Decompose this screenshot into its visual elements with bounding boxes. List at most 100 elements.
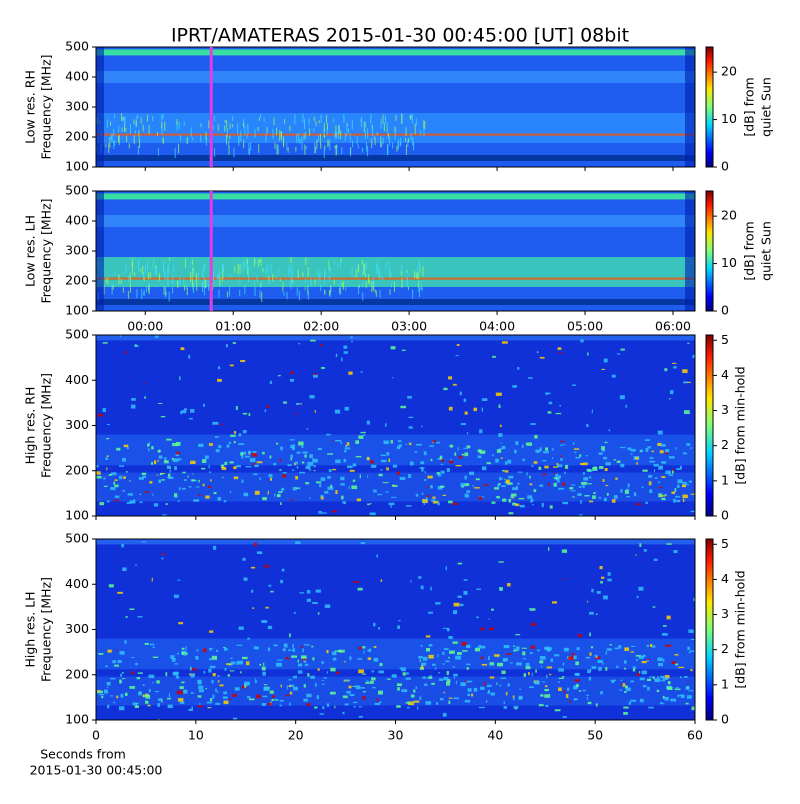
speckle [342, 501, 346, 504]
speckle [181, 647, 185, 650]
speckle [175, 454, 180, 457]
speckle [430, 458, 433, 462]
speckle [167, 476, 173, 478]
heatmap [96, 539, 695, 720]
y-tick-label: 300 [65, 417, 89, 432]
speckle [143, 291, 145, 296]
speckle [166, 465, 170, 469]
speckle [398, 620, 401, 622]
speckle [390, 504, 392, 508]
speckle [326, 123, 328, 130]
y-axis-label: High res. LH [23, 591, 38, 667]
speckle [392, 377, 394, 379]
y-tick-label: 400 [65, 213, 89, 228]
speckle [303, 660, 307, 663]
speckle [453, 697, 460, 700]
speckle [173, 594, 179, 598]
speckle [185, 283, 187, 290]
heatmap-band [96, 155, 695, 161]
speckle [624, 667, 627, 670]
speckle [181, 487, 186, 490]
speckle [334, 132, 336, 138]
speckle [519, 504, 525, 508]
speckle [268, 275, 270, 281]
speckle [144, 491, 150, 494]
speckle [659, 450, 664, 454]
speckle [492, 454, 494, 456]
speckle [572, 496, 575, 498]
speckle [531, 498, 534, 500]
speckle [360, 431, 366, 434]
speckle [253, 473, 258, 475]
y-tick-label: 200 [65, 273, 89, 288]
heatmap [96, 191, 695, 311]
speckle [555, 412, 562, 415]
speckle [601, 576, 605, 579]
speckle [658, 493, 663, 498]
speckle [209, 658, 212, 661]
speckle [191, 259, 193, 266]
speckle [106, 455, 109, 457]
speckle [184, 258, 186, 269]
speckle [183, 408, 188, 411]
speckle [244, 126, 246, 136]
speckle [273, 644, 278, 647]
speckle [263, 117, 265, 123]
speckle [159, 472, 163, 476]
colorbar-label: [dB] from [742, 221, 757, 280]
speckle [218, 423, 223, 425]
speckle [240, 452, 243, 456]
speckle [364, 263, 366, 274]
speckle [337, 261, 339, 269]
speckle [163, 460, 169, 464]
speckle [167, 263, 169, 274]
speckle [232, 124, 234, 128]
speckle [424, 683, 428, 687]
speckle [131, 657, 135, 659]
speckle [262, 497, 267, 501]
speckle [309, 128, 311, 136]
speckle [258, 117, 260, 121]
speckle [539, 484, 544, 487]
speckle [586, 468, 591, 472]
speckle [338, 131, 340, 140]
speckle [367, 657, 371, 660]
speckle [560, 444, 566, 446]
speckle [420, 280, 422, 289]
speckle [118, 273, 120, 285]
speckle [243, 577, 248, 581]
speckle [676, 468, 681, 470]
speckle [106, 423, 110, 425]
speckle [268, 279, 270, 284]
speckle [622, 683, 626, 687]
speckle [106, 119, 108, 129]
speckle [477, 455, 482, 459]
speckle [309, 468, 311, 471]
speckle [665, 644, 672, 647]
speckle [168, 291, 170, 302]
speckle [380, 459, 387, 463]
speckle [161, 479, 165, 481]
speckle [121, 113, 123, 121]
speckle [609, 644, 612, 646]
speckle [424, 120, 426, 129]
speckle [183, 277, 185, 285]
speckle [142, 694, 148, 697]
speckle [512, 695, 515, 698]
speckle [682, 452, 687, 455]
speckle [116, 695, 119, 699]
speckle [442, 494, 447, 497]
speckle [490, 692, 495, 696]
speckle [301, 136, 303, 140]
speckle [676, 484, 680, 488]
speckle [176, 121, 178, 131]
speckle [214, 148, 216, 157]
speckle [557, 478, 560, 483]
speckle [203, 284, 205, 296]
speckle [102, 342, 108, 344]
speckle [109, 137, 111, 148]
speckle [382, 114, 384, 124]
speckle [665, 449, 670, 453]
speckle [289, 691, 293, 695]
speckle [573, 698, 578, 701]
